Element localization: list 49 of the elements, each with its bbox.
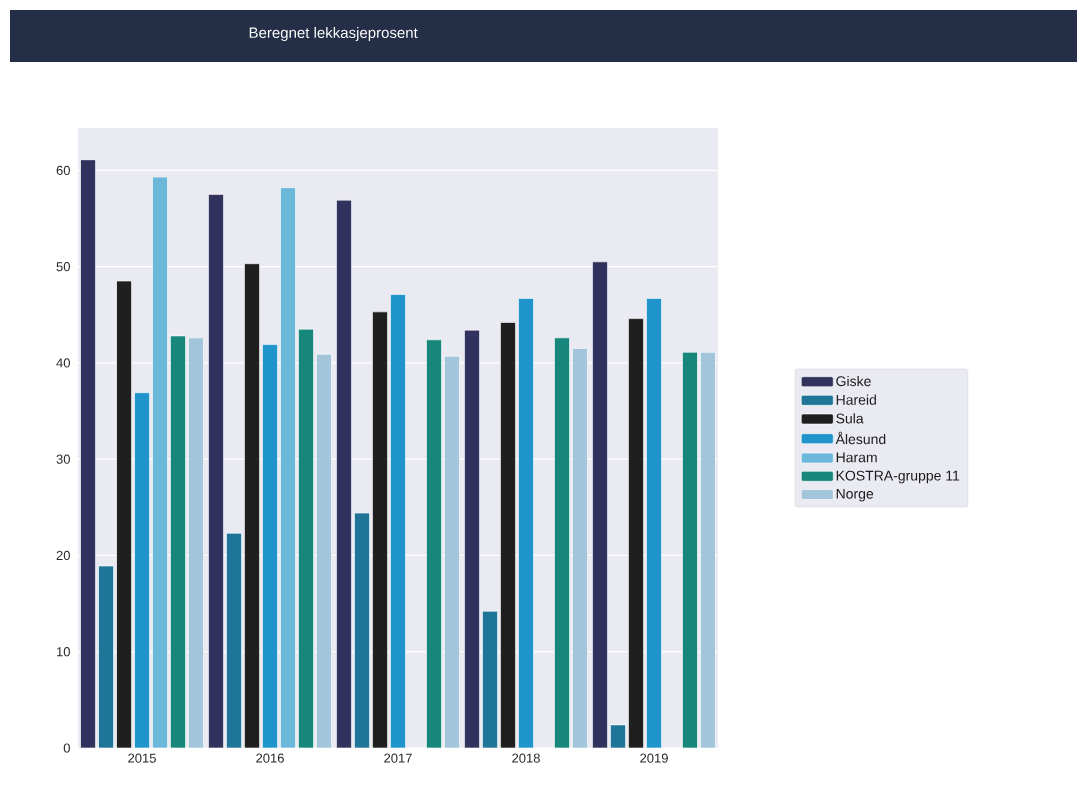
bar [426,339,442,748]
bar [262,344,278,748]
bar [188,337,204,748]
bar [572,348,588,748]
legend-label: Giske [836,375,871,387]
bar [336,200,352,748]
bar [116,280,132,748]
bar [482,610,498,748]
bar [244,263,260,748]
bar [316,353,332,748]
bar [226,533,242,748]
bar [354,512,370,748]
legend-label: KOSTRA-gruppe 11 [836,470,960,484]
bar [444,355,460,748]
bar [518,298,534,748]
y-tick-label: 60 [56,165,70,175]
bar [554,337,570,748]
legend-label: Hareid [836,394,876,405]
bar [500,322,516,748]
y-tick-label: 50 [56,262,70,272]
legend-label: Ålesund [835,431,886,445]
bar [134,392,150,748]
y-tick-label: 30 [56,454,70,464]
y-tick-label: 0 [63,743,70,753]
bar [298,328,314,748]
x-tick-label: 2016 [256,753,284,763]
x-tick-label: 2018 [512,753,540,763]
x-tick-label: 2019 [640,753,668,763]
bar [80,159,96,748]
bar [628,318,644,748]
x-tick-label: 2017 [384,753,412,763]
bar [170,335,186,748]
bar [646,298,662,748]
bar [464,329,480,748]
legend-label: Norge [836,488,874,502]
chart-title: Beregnet lekkasjeprosent [249,27,418,41]
bar [372,311,388,748]
bar [390,294,406,748]
y-tick-label: 10 [57,647,70,657]
bar [208,194,224,748]
x-tick-label: 2015 [128,753,156,763]
bar [98,565,114,748]
y-tick-label: 40 [56,358,70,368]
legend-label: Haram [836,452,877,463]
legend-label: Sula [836,413,864,424]
bar [700,352,716,748]
y-tick-label: 20 [56,550,70,561]
bar [592,261,608,748]
bar [682,352,698,748]
